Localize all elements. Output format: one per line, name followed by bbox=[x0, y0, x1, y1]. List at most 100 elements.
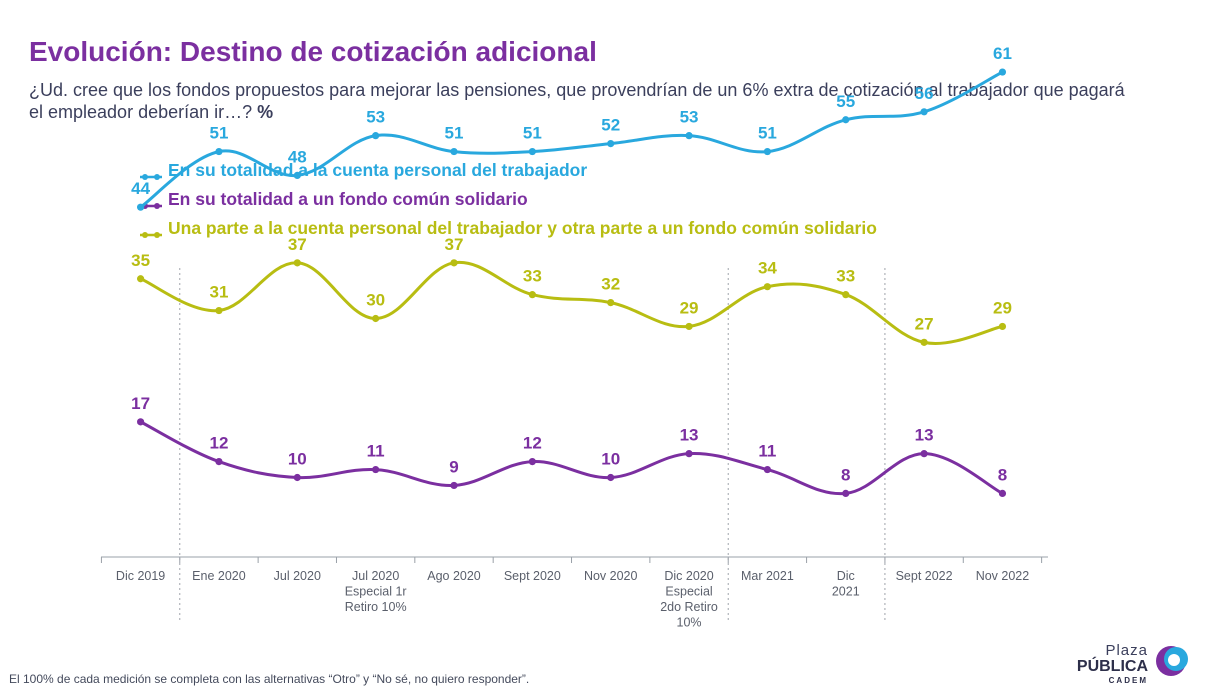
data-point bbox=[450, 259, 458, 267]
data-label: 61 bbox=[993, 44, 1012, 63]
data-label: 52 bbox=[601, 116, 620, 135]
data-point bbox=[372, 132, 380, 140]
legend-item-0: En su totalidad a la cuenta personal del… bbox=[140, 156, 877, 185]
data-point bbox=[528, 147, 536, 156]
data-label: 29 bbox=[993, 298, 1012, 317]
legend-label-1: En su totalidad a un fondo común solidar… bbox=[168, 189, 528, 209]
x-tick-label: Dic 2021 bbox=[832, 569, 860, 599]
x-tick-label-line: 2do Retiro bbox=[660, 600, 718, 614]
data-label: 51 bbox=[523, 124, 542, 143]
x-tick-label: Dic 2020 Especial 2do Retiro 10% bbox=[660, 569, 718, 630]
data-label: 34 bbox=[758, 259, 777, 278]
legend-swatch-0 bbox=[140, 166, 162, 180]
x-tick-label: Sept 2020 bbox=[504, 569, 561, 583]
legend-item-1: En su totalidad a un fondo común solidar… bbox=[140, 185, 877, 214]
x-tick-label: Sept 2022 bbox=[896, 569, 953, 583]
data-point bbox=[137, 275, 145, 283]
data-label: 51 bbox=[758, 124, 777, 143]
data-label: 10 bbox=[288, 450, 307, 469]
x-tick-label: Jul 2020 bbox=[274, 569, 321, 583]
data-label: 27 bbox=[915, 314, 934, 333]
data-label: 32 bbox=[601, 275, 620, 294]
data-label: 8 bbox=[998, 465, 1007, 484]
data-point bbox=[137, 203, 145, 211]
legend-item-2: Una parte a la cuenta personal del traba… bbox=[140, 214, 877, 243]
x-tick-label-line: Retiro 10% bbox=[345, 600, 407, 614]
data-point bbox=[372, 314, 380, 323]
x-tick-label-line: Especial 1r bbox=[345, 585, 407, 599]
data-label: 29 bbox=[680, 298, 699, 317]
data-label: 37 bbox=[288, 235, 307, 254]
footnote: El 100% de cada medición se completa con… bbox=[9, 672, 530, 686]
data-point bbox=[607, 299, 615, 307]
data-point bbox=[763, 283, 772, 291]
x-tick-label-line: Jul 2020 bbox=[274, 569, 321, 583]
data-point bbox=[372, 465, 380, 474]
x-tick-label: Dic 2019 bbox=[116, 569, 165, 583]
data-point bbox=[763, 147, 772, 156]
x-tick-label-line: 2021 bbox=[832, 585, 860, 599]
data-label: 12 bbox=[523, 434, 542, 453]
x-tick-label: Ene 2020 bbox=[192, 569, 246, 583]
data-point bbox=[607, 473, 615, 482]
logo-line-3: CADEM bbox=[1108, 676, 1148, 685]
x-tick-label-line: Ene 2020 bbox=[192, 569, 246, 583]
data-point bbox=[998, 489, 1007, 497]
data-label: 11 bbox=[758, 442, 776, 461]
data-point bbox=[607, 140, 615, 148]
x-tick-label-line: Nov 2022 bbox=[976, 569, 1030, 583]
data-label: 9 bbox=[449, 457, 458, 476]
data-label: 48 bbox=[288, 147, 307, 166]
series-line-1 bbox=[139, 420, 1004, 496]
data-point bbox=[998, 322, 1007, 331]
legend-label-2: Una parte a la cuenta personal del traba… bbox=[168, 218, 877, 238]
data-label: 17 bbox=[131, 394, 150, 413]
legend-label-0: En su totalidad a la cuenta personal del… bbox=[168, 160, 588, 180]
x-tick-label: Nov 2020 bbox=[584, 569, 638, 583]
x-tick-label-line: Dic 2020 bbox=[664, 569, 713, 583]
x-tick-label-line: Jul 2020 bbox=[352, 569, 399, 583]
x-tick-label-line: Nov 2020 bbox=[584, 569, 638, 583]
logo-mark-icon bbox=[1156, 646, 1188, 676]
data-label: 33 bbox=[836, 267, 855, 286]
data-point bbox=[450, 481, 458, 490]
logo-line-1: Plaza bbox=[1105, 642, 1148, 659]
x-tick-label-line: Mar 2021 bbox=[741, 569, 794, 583]
logo-line-2: PÚBLICA bbox=[1076, 658, 1148, 675]
series-line-2 bbox=[139, 260, 1004, 345]
data-point bbox=[842, 489, 850, 497]
data-point bbox=[685, 450, 693, 458]
x-tick-label: Nov 2022 bbox=[976, 569, 1030, 583]
data-point bbox=[920, 338, 928, 346]
data-label: 33 bbox=[523, 267, 542, 286]
data-point bbox=[685, 322, 693, 331]
data-point bbox=[450, 147, 458, 156]
data-label: 53 bbox=[680, 108, 699, 127]
data-point bbox=[685, 132, 693, 140]
data-label: 30 bbox=[366, 291, 385, 310]
data-point bbox=[215, 458, 223, 466]
x-tick-label: Jul 2020 Especial 1r Retiro 10% bbox=[345, 569, 407, 614]
plaza-publica-logo: Plaza PÚBLICA CADEM bbox=[1072, 638, 1200, 686]
data-point bbox=[293, 171, 301, 179]
data-label: 35 bbox=[131, 251, 150, 270]
data-point bbox=[842, 116, 850, 124]
data-label: 53 bbox=[366, 108, 385, 127]
survey-question: ¿Ud. cree que los fondos propuestos para… bbox=[29, 79, 1129, 123]
x-tick-label-line: Sept 2020 bbox=[504, 569, 561, 583]
unit-label: % bbox=[257, 102, 274, 122]
question-text: ¿Ud. cree que los fondos propuestos para… bbox=[29, 80, 1125, 122]
data-label: 31 bbox=[209, 283, 228, 302]
data-point bbox=[293, 473, 301, 482]
data-point bbox=[528, 291, 536, 299]
data-point bbox=[842, 291, 850, 299]
data-point bbox=[998, 68, 1007, 76]
data-point bbox=[528, 458, 536, 466]
data-point bbox=[293, 259, 301, 267]
x-tick-label-line: Ago 2020 bbox=[427, 569, 481, 583]
line-chart: Dic 2019 Ene 2020 Jul 2020 Jul 2020 Especial… bbox=[100, 44, 1048, 630]
data-label: 13 bbox=[680, 426, 699, 445]
data-point bbox=[920, 108, 928, 116]
data-label: 11 bbox=[367, 442, 385, 461]
data-label: 44 bbox=[131, 179, 150, 198]
